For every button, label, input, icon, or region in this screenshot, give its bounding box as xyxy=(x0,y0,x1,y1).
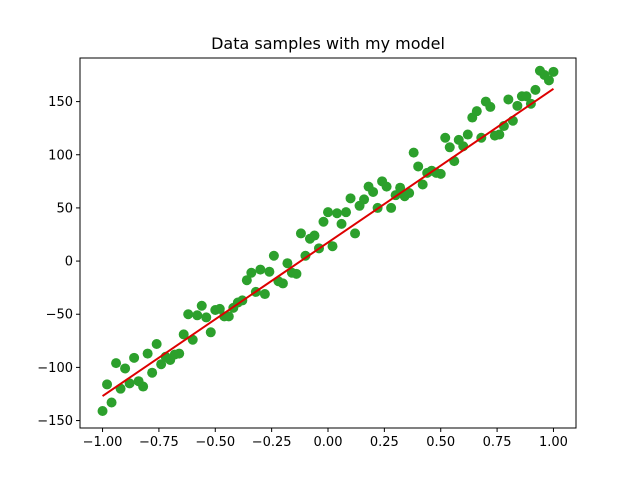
data-point xyxy=(395,182,406,193)
x-tick-label: −0.50 xyxy=(195,435,235,450)
model-line-layer xyxy=(101,88,555,397)
data-point xyxy=(282,258,293,269)
data-point xyxy=(521,91,532,102)
data-point xyxy=(246,267,257,278)
data-point xyxy=(277,278,288,289)
data-point xyxy=(241,275,252,286)
y-tick-label: −150 xyxy=(37,414,73,429)
data-point xyxy=(205,327,216,338)
data-point xyxy=(408,147,419,158)
data-point xyxy=(512,100,523,111)
chart-title: Data samples with my model xyxy=(211,34,445,53)
data-point xyxy=(462,129,473,140)
data-point xyxy=(214,303,225,314)
data-point xyxy=(359,194,370,205)
data-point xyxy=(548,66,559,77)
x-tick-label: −0.75 xyxy=(139,435,179,450)
data-point xyxy=(183,309,194,320)
x-tick-label: 0.00 xyxy=(314,435,343,450)
data-point xyxy=(268,250,279,261)
data-points xyxy=(97,65,559,416)
data-point xyxy=(151,339,162,350)
data-point xyxy=(192,310,203,321)
data-point xyxy=(444,142,455,153)
data-point xyxy=(332,208,343,219)
x-tick-label: 0.50 xyxy=(426,435,455,450)
x-tick-label: 1.00 xyxy=(539,435,568,450)
data-point xyxy=(435,168,446,179)
data-point xyxy=(309,230,320,241)
data-point xyxy=(291,268,302,279)
data-point xyxy=(471,106,482,117)
y-tick-label: −50 xyxy=(46,308,73,323)
data-point xyxy=(255,264,266,275)
data-point xyxy=(485,101,496,112)
data-point xyxy=(259,289,270,300)
data-point xyxy=(142,348,153,359)
y-tick-label: 100 xyxy=(48,148,73,163)
x-axis: −1.00 −0.75 −0.50 −0.25 0.00 0.25 0.50 0.75 1.00 xyxy=(83,428,568,450)
data-point xyxy=(503,94,514,105)
data-point xyxy=(350,228,361,239)
data-point xyxy=(368,186,379,197)
data-point xyxy=(147,367,158,378)
data-point xyxy=(404,188,415,199)
data-point xyxy=(381,181,392,192)
data-point xyxy=(106,397,117,408)
data-point xyxy=(129,352,140,363)
data-point xyxy=(494,129,505,140)
data-point xyxy=(156,359,167,370)
y-tick-label: 150 xyxy=(48,95,73,110)
x-tick-label: −1.00 xyxy=(83,435,123,450)
data-point xyxy=(341,207,352,218)
data-point xyxy=(327,241,338,252)
data-point xyxy=(138,381,149,392)
y-tick-label: 0 xyxy=(65,255,73,270)
data-point xyxy=(300,250,311,261)
data-point xyxy=(124,378,135,389)
x-tick-label: 0.75 xyxy=(483,435,512,450)
data-point xyxy=(336,218,347,229)
data-point xyxy=(323,207,333,218)
y-axis: −150 −100 −50 0 50 100 150 xyxy=(37,95,80,429)
data-point xyxy=(201,312,212,323)
data-point xyxy=(111,358,122,369)
data-point xyxy=(174,348,185,359)
data-point xyxy=(295,228,306,239)
data-point xyxy=(223,311,234,322)
data-point xyxy=(97,405,108,416)
data-point xyxy=(530,84,541,95)
data-point xyxy=(102,379,113,390)
data-point xyxy=(440,132,451,143)
data-point xyxy=(120,363,131,374)
data-point xyxy=(417,179,428,190)
data-point xyxy=(345,193,356,204)
data-point xyxy=(318,216,329,227)
data-point xyxy=(178,329,189,340)
y-tick-label: −100 xyxy=(37,361,73,376)
data-point xyxy=(543,75,554,86)
data-point xyxy=(413,161,424,172)
x-tick-label: 0.25 xyxy=(370,435,399,450)
data-point xyxy=(196,300,207,311)
data-point xyxy=(264,266,275,277)
data-point xyxy=(386,202,397,213)
y-tick-label: 50 xyxy=(56,201,73,216)
x-tick-label: −0.25 xyxy=(252,435,292,450)
model-line xyxy=(101,88,555,397)
